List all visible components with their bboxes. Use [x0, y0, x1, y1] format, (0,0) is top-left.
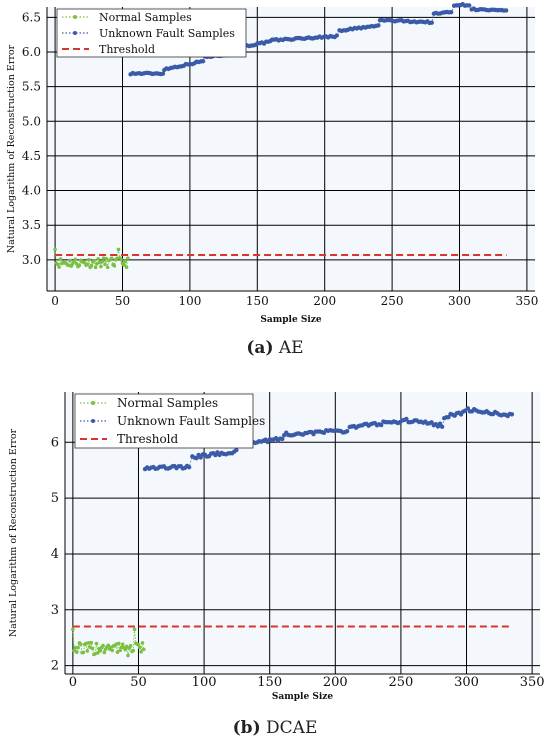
normal-sample-point: [86, 257, 91, 262]
legend-marker: [73, 15, 77, 19]
normal-sample-point: [78, 642, 83, 647]
fault-samples-line: [130, 3, 507, 75]
caption-ae: (a) AE: [246, 338, 304, 358]
normal-sample-point: [106, 643, 111, 648]
fault-samples-line: [144, 407, 512, 470]
fault-sample-point: [509, 412, 515, 417]
y-axis-label: Natural Logarithm of Reconstruction Erro…: [8, 428, 19, 637]
y-tick-label: 5.5: [22, 80, 41, 94]
normal-sample-point: [139, 650, 143, 654]
normal-sample-point: [81, 650, 86, 655]
y-tick-label: 6: [51, 435, 59, 450]
y-tick-label: 3.5: [22, 218, 41, 232]
fault-sample-point: [379, 422, 384, 428]
x-tick-label: 50: [115, 294, 130, 308]
x-tick-label: 150: [246, 294, 269, 308]
legend-marker: [91, 419, 95, 423]
x-tick-label: 250: [388, 675, 413, 690]
normal-samples-line: [54, 249, 129, 269]
normal-sample-point: [126, 256, 130, 261]
legend-label: Unknown Fault Samples: [117, 414, 265, 428]
x-axis-label: Sample Size: [260, 315, 321, 325]
x-axis-label: Sample Size: [272, 692, 333, 702]
y-tick-label: 5: [51, 491, 59, 506]
caption-dcae: (b) DCAE: [232, 718, 318, 738]
normal-sample-point: [140, 641, 145, 645]
x-tick-label: 100: [192, 675, 217, 690]
normal-sample-point: [68, 258, 72, 263]
normal-sample-point: [93, 265, 98, 270]
fault-sample-point: [376, 23, 381, 28]
y-tick-label: 4.0: [22, 184, 41, 198]
legend-label: Normal Samples: [99, 11, 192, 24]
x-tick-label: 0: [69, 675, 77, 690]
normal-sample-point: [96, 257, 101, 261]
y-tick-label: 3.0: [22, 253, 41, 267]
normal-sample-point: [85, 649, 90, 653]
x-tick-label: 350: [520, 675, 545, 690]
y-tick-label: 4: [51, 547, 59, 562]
y-axis-label: Natural Logarithm of Reconstruction Erro…: [6, 44, 17, 253]
normal-sample-point: [58, 257, 63, 261]
legend-label: Threshold: [99, 43, 155, 56]
chart-ae: 0 50 100 150 200 250 300 350 3.0 3.5 4.0 4.5 5.0 5.5 6…: [6, 1, 538, 325]
y-tick-label: 6.5: [22, 10, 41, 24]
y-tick-label: 5.0: [22, 114, 41, 128]
y-tick-label: 4.5: [22, 149, 41, 163]
normal-sample-point: [116, 641, 121, 646]
x-tick-label: 200: [313, 294, 336, 308]
x-tick-label: 50: [130, 675, 147, 690]
normal-sample-point: [124, 265, 129, 270]
normal-sample-point: [95, 261, 99, 266]
legend: Normal Samples Unknown Fault Samples Thres…: [74, 393, 265, 449]
x-tick-label: 100: [178, 294, 201, 308]
chart-dcae: 0 50 100 150 200 250 300 350 2 3 4 5 6 Sample Size Nat…: [8, 392, 545, 702]
legend-label: Threshold: [117, 432, 179, 446]
y-tick-label: 3: [51, 603, 59, 618]
legend-label: Unknown Fault Samples: [99, 27, 235, 40]
legend-label: Normal Samples: [117, 396, 218, 410]
legend-marker: [73, 31, 77, 35]
x-tick-label: 200: [323, 675, 348, 690]
legend-marker: [91, 401, 95, 405]
x-tick-label: 300: [454, 675, 479, 690]
x-tick-label: 350: [515, 294, 538, 308]
x-tick-label: 0: [51, 294, 59, 308]
normal-sample-point: [141, 647, 146, 652]
y-tick-label: 2: [51, 659, 59, 674]
normal-sample-point: [100, 259, 105, 264]
normal-sample-point: [75, 650, 79, 654]
legend: Normal Samples Unknown Fault Samples Thres…: [56, 8, 247, 58]
normal-sample-point: [115, 650, 120, 655]
x-tick-label: 150: [257, 675, 282, 690]
normal-sample-point: [77, 263, 82, 268]
x-tick-label: 300: [448, 294, 471, 308]
normal-sample-point: [96, 651, 100, 655]
x-tick-label: 250: [381, 294, 404, 308]
y-tick-label: 6.0: [22, 45, 41, 59]
